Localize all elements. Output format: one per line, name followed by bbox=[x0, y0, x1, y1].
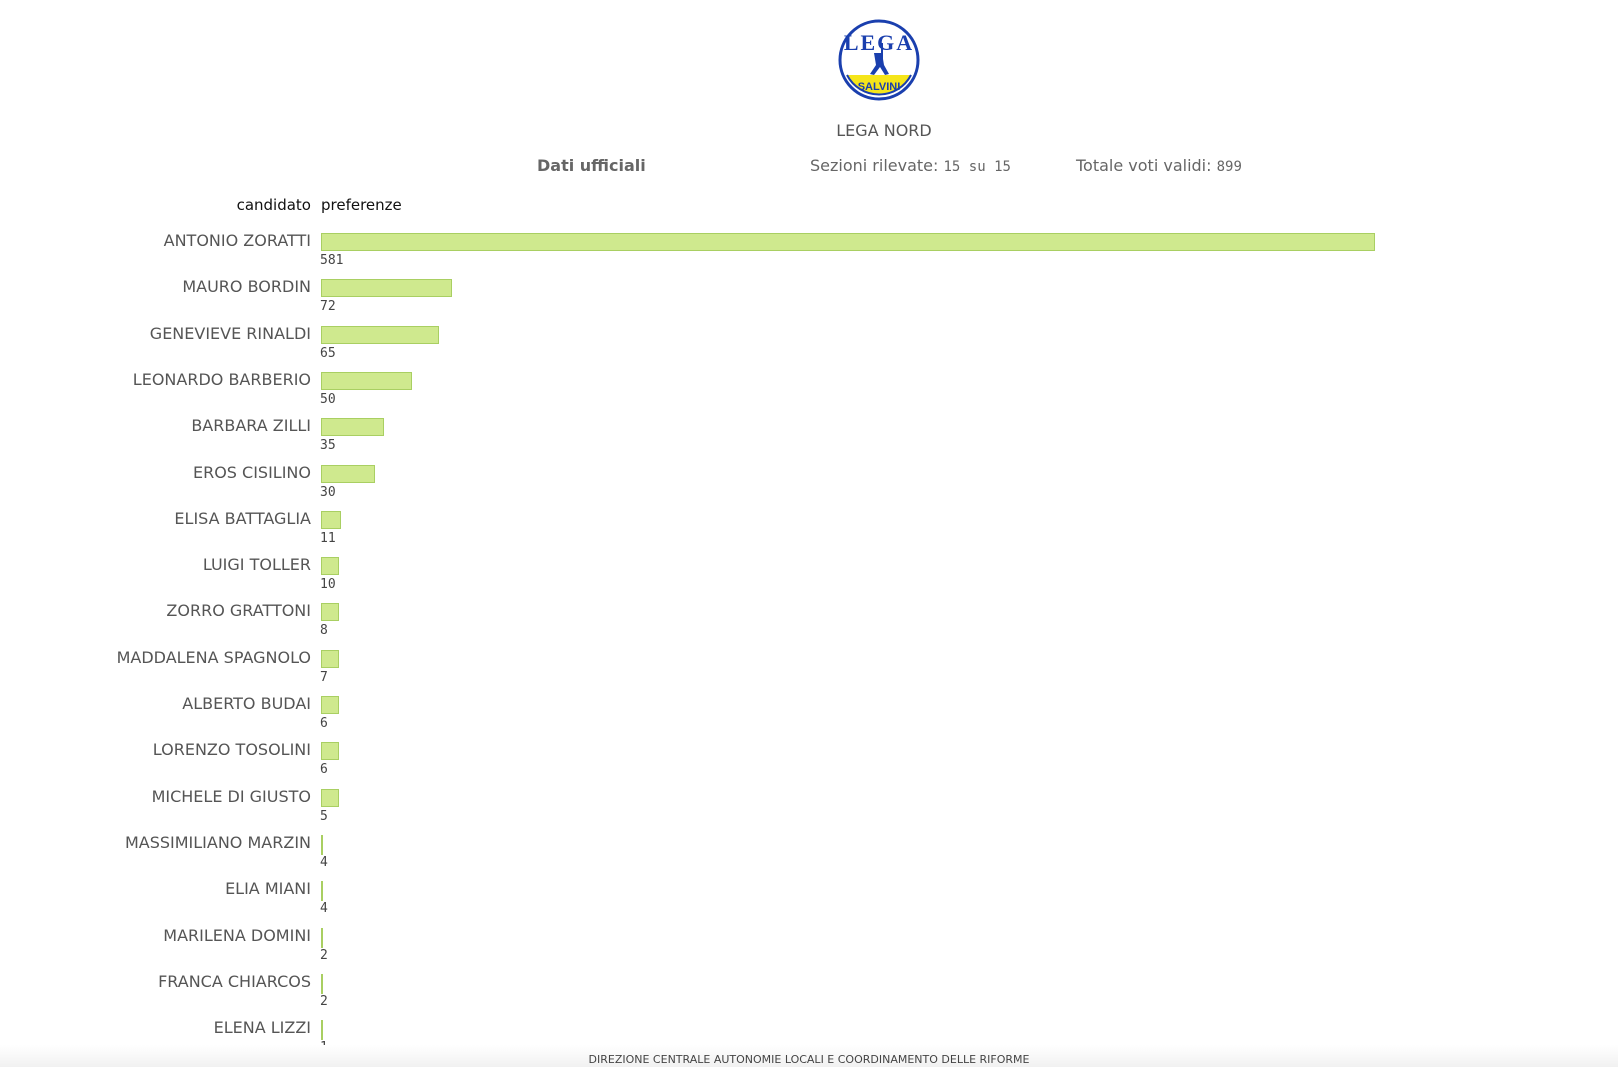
official-data-label: Dati ufficiali bbox=[537, 156, 646, 175]
preference-bar bbox=[321, 418, 384, 437]
candidate-name: BARBARA ZILLI bbox=[191, 416, 311, 436]
chart-row: BARBARA ZILLI 35 bbox=[0, 416, 1618, 462]
total-votes-value: 899 bbox=[1216, 159, 1242, 175]
candidate-name: ELENA LIZZI bbox=[213, 1018, 311, 1038]
chart-row: ANTONIO ZORATTI 581 bbox=[0, 231, 1618, 277]
footer: DIREZIONE CENTRALE AUTONOMIE LOCALI E CO… bbox=[0, 1045, 1618, 1067]
candidate-name: MASSIMILIANO MARZIN bbox=[124, 832, 311, 852]
total-votes-label: Totale voti validi: bbox=[1076, 156, 1212, 175]
candidate-name: ELIA MIANI bbox=[225, 879, 311, 899]
candidate-name: EROS CISILINO bbox=[192, 462, 311, 482]
total-votes-stat: Totale voti validi: 899 bbox=[1076, 156, 1242, 175]
candidate-name: MADDALENA SPAGNOLO bbox=[116, 647, 311, 667]
preference-value: 6 bbox=[320, 762, 328, 778]
preference-value: 7 bbox=[320, 669, 328, 685]
preference-bar bbox=[321, 973, 325, 994]
preference-bar bbox=[321, 696, 339, 714]
preference-value: 11 bbox=[320, 530, 336, 546]
preference-value: 2 bbox=[320, 993, 328, 1009]
preference-value: 10 bbox=[320, 577, 336, 593]
preference-value: 5 bbox=[320, 808, 328, 824]
preference-value: 2 bbox=[320, 947, 328, 963]
candidate-name: MAURO BORDIN bbox=[182, 277, 311, 297]
preference-bar bbox=[321, 834, 328, 855]
candidate-name: LUIGI TOLLER bbox=[202, 555, 311, 575]
lega-salvini-logo: LEGA SALVINI bbox=[838, 19, 920, 101]
candidate-name: MARILENA DOMINI bbox=[163, 925, 311, 945]
chart-row: MADDALENA SPAGNOLO 7 bbox=[0, 648, 1618, 694]
candidate-name: LEONARDO BARBERIO bbox=[132, 369, 311, 389]
preference-value: 6 bbox=[320, 716, 328, 731]
logo-top-text: LEGA bbox=[844, 30, 914, 55]
candidate-name: ANTONIO ZORATTI bbox=[163, 231, 311, 250]
chart-row: MASSIMILIANO MARZIN 4 bbox=[0, 833, 1618, 879]
preference-bar bbox=[321, 881, 328, 902]
chart-row: LEONARDO BARBERIO 50 bbox=[0, 370, 1618, 416]
preference-bar bbox=[321, 279, 452, 298]
preference-value: 50 bbox=[320, 391, 336, 407]
preference-value: 30 bbox=[320, 484, 336, 500]
preference-bar bbox=[321, 371, 412, 390]
sections-stat: Sezioni rilevate: 15 su 15 bbox=[810, 156, 1011, 175]
chart-row: ALBERTO BUDAI 6 bbox=[0, 694, 1618, 740]
candidate-name: LORENZO TOSOLINI bbox=[152, 740, 311, 760]
candidate-name: GENEVIEVE RINALDI bbox=[149, 323, 311, 343]
chart-row: ELISA BATTAGLIA 11 bbox=[0, 509, 1618, 555]
preference-bar bbox=[321, 233, 1375, 251]
preference-bar bbox=[321, 1020, 323, 1041]
preference-value: 4 bbox=[320, 901, 328, 917]
logo-bottom-text: SALVINI bbox=[858, 81, 901, 93]
chart-row: EROS CISILINO 30 bbox=[0, 463, 1618, 509]
sections-label: Sezioni rilevate: bbox=[810, 156, 939, 175]
preference-bar bbox=[321, 325, 439, 344]
preference-bar bbox=[321, 742, 339, 761]
chart-row: ZORRO GRATTONI 8 bbox=[0, 601, 1618, 647]
chart-row: FRANCA CHIARCOS 2 bbox=[0, 972, 1618, 1018]
preference-bar bbox=[321, 788, 339, 807]
preference-value: 65 bbox=[320, 345, 336, 361]
preference-value: 8 bbox=[320, 623, 328, 639]
chart-row: ELIA MIANI 4 bbox=[0, 879, 1618, 925]
preference-value: 35 bbox=[320, 438, 336, 454]
chart-row: MICHELE DI GIUSTO 5 bbox=[0, 787, 1618, 833]
chart-row: MAURO BORDIN 72 bbox=[0, 277, 1618, 323]
candidate-column-header: candidato bbox=[236, 196, 311, 214]
preference-bar bbox=[321, 510, 341, 529]
preference-bar bbox=[321, 649, 339, 668]
candidate-name: ZORRO GRATTONI bbox=[166, 601, 311, 621]
candidate-name: ALBERTO BUDAI bbox=[182, 694, 311, 713]
preference-bar bbox=[321, 557, 339, 576]
sections-value: 15 su 15 bbox=[943, 159, 1011, 175]
preference-value: 4 bbox=[320, 854, 328, 870]
chart-row: LORENZO TOSOLINI 6 bbox=[0, 740, 1618, 786]
preference-bar bbox=[321, 464, 375, 483]
preference-bar bbox=[321, 927, 325, 948]
candidate-name: FRANCA CHIARCOS bbox=[158, 971, 311, 991]
chart-row: GENEVIEVE RINALDI 65 bbox=[0, 324, 1618, 370]
preferences-column-header: preferenze bbox=[321, 196, 402, 214]
preference-value: 72 bbox=[320, 299, 336, 315]
chart-row: MARILENA DOMINI 2 bbox=[0, 926, 1618, 972]
candidate-name: MICHELE DI GIUSTO bbox=[151, 786, 311, 806]
chart-row: LUIGI TOLLER 10 bbox=[0, 555, 1618, 601]
preference-bar bbox=[321, 603, 339, 622]
preference-value: 581 bbox=[320, 253, 344, 268]
candidate-name: ELISA BATTAGLIA bbox=[174, 508, 311, 528]
party-name: LEGA NORD bbox=[836, 121, 932, 140]
